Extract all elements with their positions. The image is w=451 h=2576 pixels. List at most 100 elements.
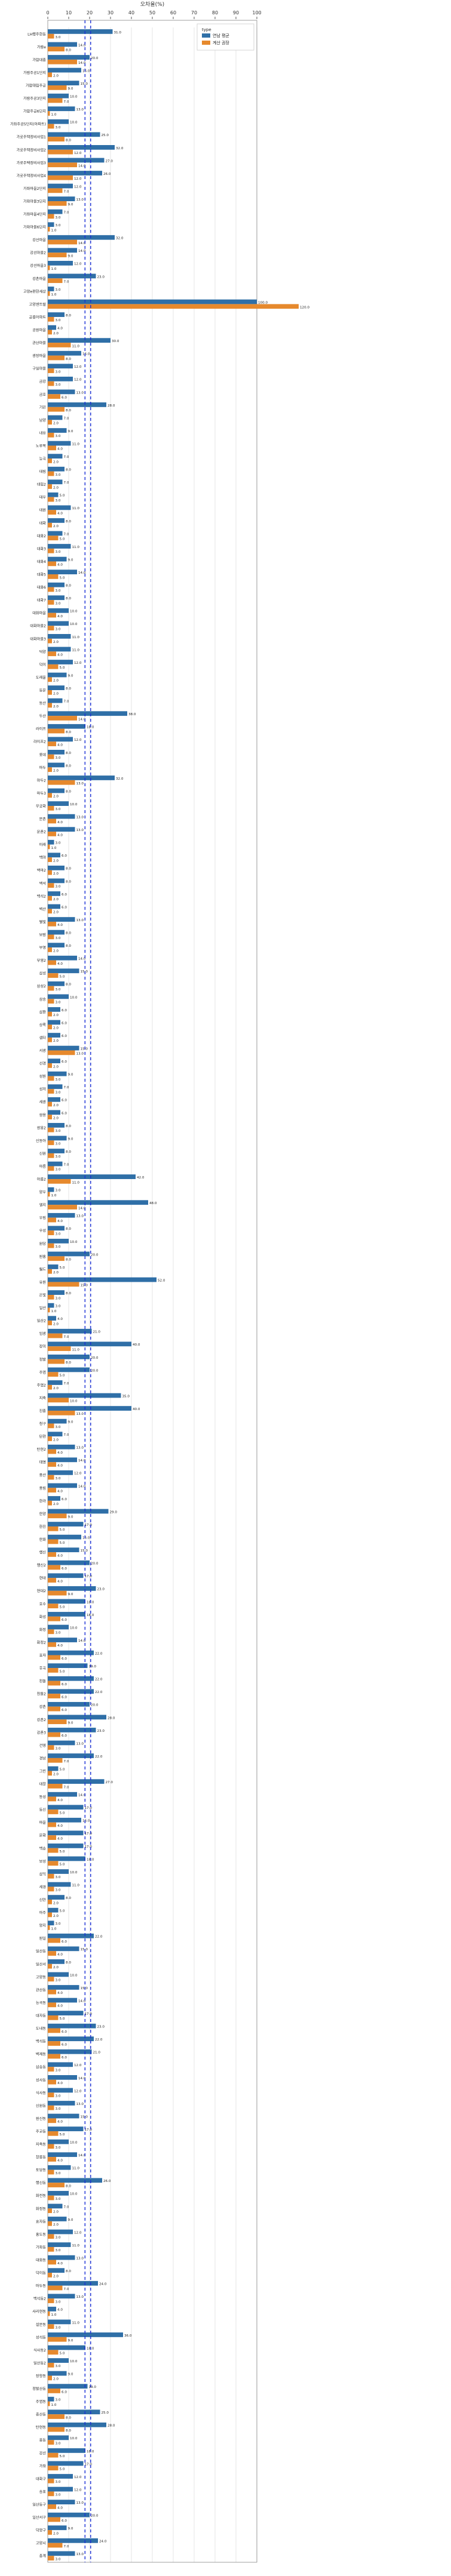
bar-orange-label: 6.0 xyxy=(62,1618,67,1622)
bar-blue xyxy=(48,1290,65,1295)
bar-blue xyxy=(48,1444,75,1449)
category-label: 무궁화 xyxy=(36,804,46,808)
bar-orange-label: 9.0 xyxy=(68,203,73,207)
x-tick-label: 10 xyxy=(66,10,72,16)
bar-blue xyxy=(48,2306,56,2312)
category-label: 주교동 xyxy=(36,2129,46,2134)
bar-blue-label: 17.0 xyxy=(85,1845,93,1849)
bar-orange xyxy=(48,291,50,296)
bar-orange xyxy=(48,304,299,309)
bar-blue xyxy=(48,1843,84,1848)
bar-blue-label: 9.0 xyxy=(68,1137,73,1141)
bar-blue xyxy=(48,750,65,755)
bar-blue-label: 8.0 xyxy=(66,1227,71,1231)
bar-blue-label: 8.0 xyxy=(66,932,71,935)
category-label: 일산2 xyxy=(37,1319,46,1324)
category-label: 강선마을 xyxy=(32,238,46,242)
bar-orange xyxy=(48,690,52,695)
bar-orange-label: 4.0 xyxy=(57,1451,63,1455)
bar-orange xyxy=(48,1115,52,1120)
category-label: 벽제동 xyxy=(36,2052,46,2057)
bar-orange-label: 4.0 xyxy=(57,448,63,451)
x-axis-label: 오차율(%) xyxy=(140,1,164,8)
bar-blue xyxy=(48,2280,98,2286)
bar-blue xyxy=(48,1921,54,1926)
bar-orange-label: 3.0 xyxy=(56,2557,61,2561)
category-label: 대화6 xyxy=(37,585,46,590)
bar-blue xyxy=(48,1509,109,1514)
bar-blue-label: 7.0 xyxy=(64,211,69,215)
bar-orange-label: 5.0 xyxy=(60,1811,65,1815)
bar-orange xyxy=(48,934,54,940)
bar-blue xyxy=(48,1393,121,1398)
bar-orange-label: 1.0 xyxy=(51,2313,57,2317)
category-label: 지축동 xyxy=(36,2142,46,2147)
bar-blue-label: 4.0 xyxy=(57,1318,63,1321)
bar-orange xyxy=(48,2260,56,2265)
bar-orange xyxy=(48,613,56,618)
bar-orange xyxy=(48,201,67,206)
bar-blue xyxy=(48,2345,85,2350)
bar-blue xyxy=(48,570,77,575)
bar-orange xyxy=(48,1179,71,1184)
category-label: 은빛 xyxy=(39,1293,47,1298)
bar-orange xyxy=(48,1089,54,1094)
bar-blue-label: 20.0 xyxy=(91,1253,99,1257)
bar-blue-label: 6.0 xyxy=(62,1099,67,1103)
bar-blue xyxy=(48,595,65,601)
bar-blue-label: 16.0 xyxy=(82,353,90,356)
bar-orange-label: 3.0 xyxy=(56,1232,61,1236)
bar-orange xyxy=(48,1526,59,1531)
bar-blue xyxy=(48,2088,73,2093)
category-label: 삼익 xyxy=(39,1872,46,1876)
bar-orange xyxy=(48,2157,56,2162)
bar-orange-label: 4.0 xyxy=(57,2120,63,2124)
bar-blue xyxy=(48,1740,75,1746)
bar-blue xyxy=(48,827,75,832)
bar-orange xyxy=(48,1307,50,1313)
category-label: 가로주택정비사업4 xyxy=(17,173,47,178)
bar-blue xyxy=(48,1985,79,1990)
category-label: 원신동 xyxy=(36,2116,46,2121)
bar-orange-label: 3.0 xyxy=(56,36,61,39)
bar-blue xyxy=(48,672,67,678)
bar-blue-label: 9.0 xyxy=(68,2372,73,2376)
category-label: 세광 xyxy=(39,1100,47,1104)
category-label: 관산동 xyxy=(36,1987,46,1992)
bar-blue-label: 11.0 xyxy=(72,2244,80,2248)
bar-blue-label: 9.0 xyxy=(68,674,73,678)
bar-orange xyxy=(48,1873,54,1879)
bar-blue-label: 20.0 xyxy=(91,1562,99,1566)
bar-blue xyxy=(48,1483,77,1488)
bar-orange-label: 2.0 xyxy=(53,949,59,953)
bar-orange-label: 4.0 xyxy=(57,2082,63,2085)
category-label: 백석2 xyxy=(37,894,46,898)
bar-blue xyxy=(48,1406,131,1411)
bar-orange-label: 5.0 xyxy=(60,1528,65,1532)
bar-orange-label: 3.0 xyxy=(56,1876,61,1879)
bar-orange xyxy=(48,574,59,579)
bar-orange-label: 3.0 xyxy=(56,1632,61,1635)
bar-blue-label: 14.0 xyxy=(78,1485,86,1488)
category-label: 대화3 xyxy=(37,546,46,551)
bar-orange-label: 11.0 xyxy=(72,1181,80,1184)
bar-orange-label: 13.0 xyxy=(76,782,84,786)
bar-orange-label: 2.0 xyxy=(53,2532,59,2535)
bar-orange-label: 3.0 xyxy=(56,1979,61,1983)
bar-orange-label: 2.0 xyxy=(53,770,59,773)
bar-blue xyxy=(48,1123,65,1128)
bar-blue xyxy=(48,67,81,73)
bar-blue-label: 38.0 xyxy=(128,713,136,716)
bar-blue-label: 7.0 xyxy=(64,481,69,485)
bar-orange-label: 3.0 xyxy=(56,2442,61,2446)
bar-orange-label: 2.0 xyxy=(53,641,59,644)
bar-blue xyxy=(48,1007,60,1012)
legend-swatch xyxy=(202,33,210,38)
bar-blue-label: 15.0 xyxy=(81,82,88,86)
bar-orange-label: 3.0 xyxy=(56,2095,61,2098)
bar-blue-label: 13.0 xyxy=(76,2501,84,2505)
category-label: 흰돌2 xyxy=(37,1692,46,1697)
bar-orange xyxy=(48,59,77,64)
category-label: 풍산 xyxy=(39,1473,47,1478)
